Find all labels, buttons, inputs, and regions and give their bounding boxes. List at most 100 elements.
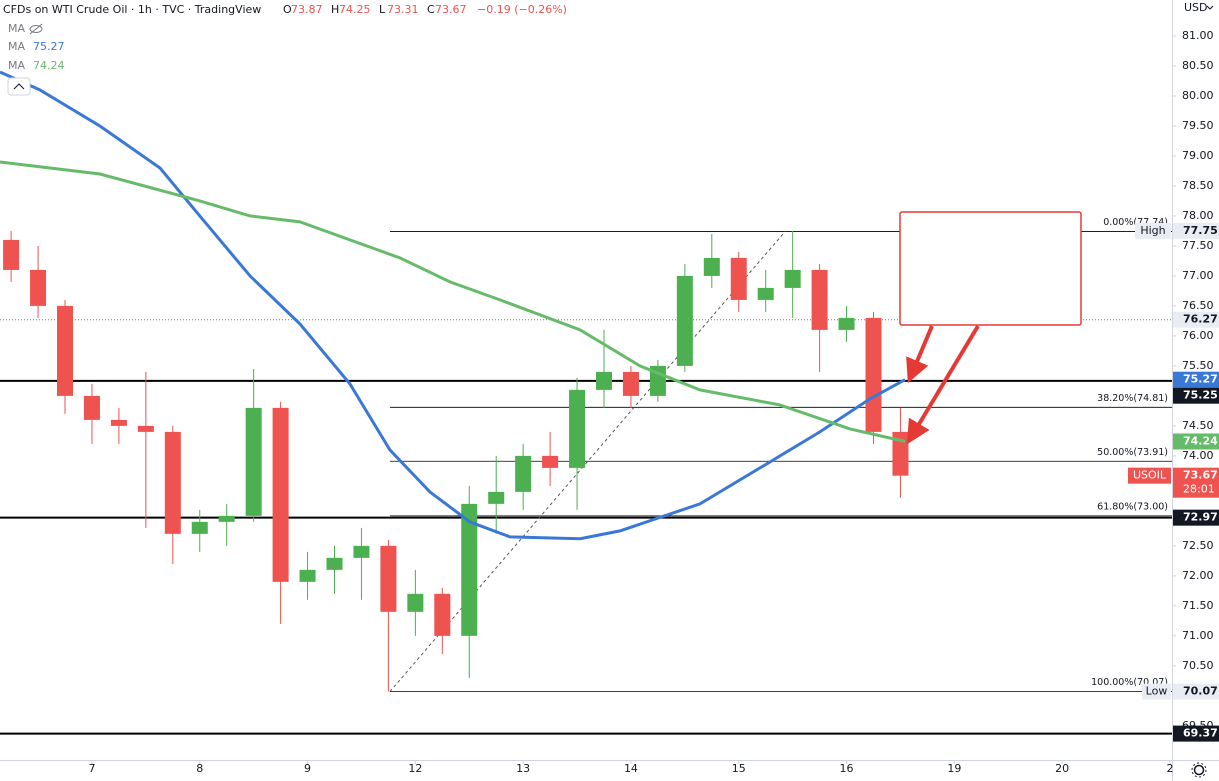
candle-body <box>488 491 505 504</box>
price-tag-countdown: 28:01 <box>1183 483 1215 496</box>
ohlc-legend: O 73.87 H 74.25 L 73.31 C 73.67 −0.19 (−0.26%) <box>283 3 567 16</box>
candle-body <box>434 593 451 636</box>
plot-area: 0.00%(77.74) 38.20%(74.81) 50.00%(73.91) 61… <box>0 70 1172 735</box>
side-label: High <box>1140 224 1165 237</box>
ohlc-value: 73.67 <box>435 3 467 16</box>
fib-level-label: 0.00%(77.74) <box>1103 217 1168 228</box>
price-tag <box>1173 371 1219 388</box>
price-tag <box>1173 467 1219 498</box>
side-label-box <box>1128 467 1171 484</box>
candle-body <box>622 371 639 396</box>
price-tag <box>1173 683 1219 700</box>
candle-body <box>272 407 289 582</box>
price-tag <box>1173 433 1219 450</box>
price-tag-label: 76.27 <box>1183 313 1218 326</box>
price-tag-label: 69.37 <box>1183 727 1218 740</box>
y-tick-label: 79.00 <box>1182 149 1214 162</box>
x-tick-label: 19 <box>947 762 961 775</box>
candle-body <box>83 395 100 420</box>
moving-average <box>0 70 906 541</box>
ohlc-key: L <box>379 3 386 16</box>
price-tag-label: 75.25 <box>1183 389 1218 402</box>
fib-level-label: 61.80%(73.00) <box>1097 501 1168 512</box>
candle-body <box>57 305 74 396</box>
fib-trend-line <box>389 231 786 692</box>
ohlc-key: O <box>283 3 292 16</box>
candle-body <box>865 317 882 432</box>
candle-body <box>784 269 801 288</box>
candle-body <box>407 593 424 612</box>
side-label: USOIL <box>1133 469 1167 482</box>
candle-body <box>542 455 559 468</box>
y-tick-label: 71.00 <box>1182 629 1214 642</box>
x-tick-label: 7 <box>88 762 95 775</box>
x-tick-label: 15 <box>732 762 746 775</box>
candle-body <box>299 569 316 582</box>
fib-level-label: 38.20%(74.81) <box>1097 393 1168 404</box>
ma-label: MA <box>8 59 25 72</box>
price-tag <box>1173 311 1219 328</box>
eye-icon[interactable] <box>29 23 43 35</box>
x-tick-label: 16 <box>840 762 854 775</box>
candle-body <box>353 545 370 558</box>
y-tick-label: 77.50 <box>1182 239 1214 252</box>
y-tick-label: 78.50 <box>1182 179 1214 192</box>
x-tick-label: 9 <box>304 762 311 775</box>
candle-body <box>757 287 774 300</box>
chart-title: CFDs on WTI Crude Oil · 1h · TVC · Tradi… <box>3 3 261 16</box>
ohlc-value: 73.31 <box>387 3 419 16</box>
y-tick-label: 80.50 <box>1182 59 1214 72</box>
y-tick-label: 75.50 <box>1182 359 1214 372</box>
candle-body <box>164 431 181 534</box>
y-tick-label: 72.50 <box>1182 539 1214 552</box>
y-tick-label: 78.00 <box>1182 209 1214 222</box>
price-tag-label: 75.27 <box>1183 373 1218 386</box>
annotation-arrow <box>906 325 934 384</box>
x-tick-label: 8 <box>196 762 203 775</box>
price-tag <box>1173 222 1219 239</box>
ohlc-value: 73.87 <box>291 3 323 16</box>
collapse-button[interactable] <box>7 77 31 96</box>
x-tick-label: 20 <box>1055 762 1069 775</box>
candle-body <box>218 515 235 522</box>
candle-body <box>811 269 828 330</box>
ohlc-change: −0.19 (−0.26%) <box>477 3 567 16</box>
ma-label: MA <box>8 40 25 53</box>
x-tick-label: 12 <box>408 762 422 775</box>
price-tag <box>1173 725 1219 742</box>
candle-body <box>380 545 397 612</box>
candle-body <box>596 371 613 390</box>
fib-level-label: 50.00%(73.91) <box>1097 447 1168 458</box>
price-tag-label: 72.97 <box>1183 511 1218 524</box>
candle-body <box>245 407 262 516</box>
candle-body <box>3 239 20 270</box>
annotation-box[interactable] <box>899 211 1082 326</box>
y-tick-label: 74.00 <box>1182 449 1214 462</box>
candle-body <box>326 557 343 570</box>
currency-dropdown[interactable] <box>1206 5 1214 10</box>
candle-body <box>191 521 208 534</box>
price-tag-label: 73.67 <box>1183 469 1218 482</box>
settings-icon[interactable] <box>1191 762 1207 778</box>
x-tick-label: 2 <box>1166 762 1173 775</box>
x-tick-label: 14 <box>624 762 638 775</box>
fib-level-label: 100.00%(70.07) <box>1091 677 1168 688</box>
currency-label[interactable]: USD <box>1184 1 1208 14</box>
ohlc-value: 74.25 <box>339 3 371 16</box>
y-tick-label: 80.00 <box>1182 89 1214 102</box>
y-tick-label: 74.50 <box>1182 419 1214 432</box>
candle-body <box>30 269 47 306</box>
price-tag-label: 70.07 <box>1183 685 1218 698</box>
candle-body <box>569 389 586 468</box>
price-tag-label: 74.24 <box>1183 434 1218 447</box>
price-tag-label: 77.75 <box>1183 224 1218 237</box>
ma-hidden-label: MA <box>8 22 25 35</box>
candle-body <box>110 419 127 426</box>
side-label-box <box>1135 222 1171 239</box>
candle-body <box>515 455 532 492</box>
y-tick-label: 79.50 <box>1182 119 1214 132</box>
y-tick-label: 76.00 <box>1182 329 1214 342</box>
candle-body <box>838 317 855 330</box>
